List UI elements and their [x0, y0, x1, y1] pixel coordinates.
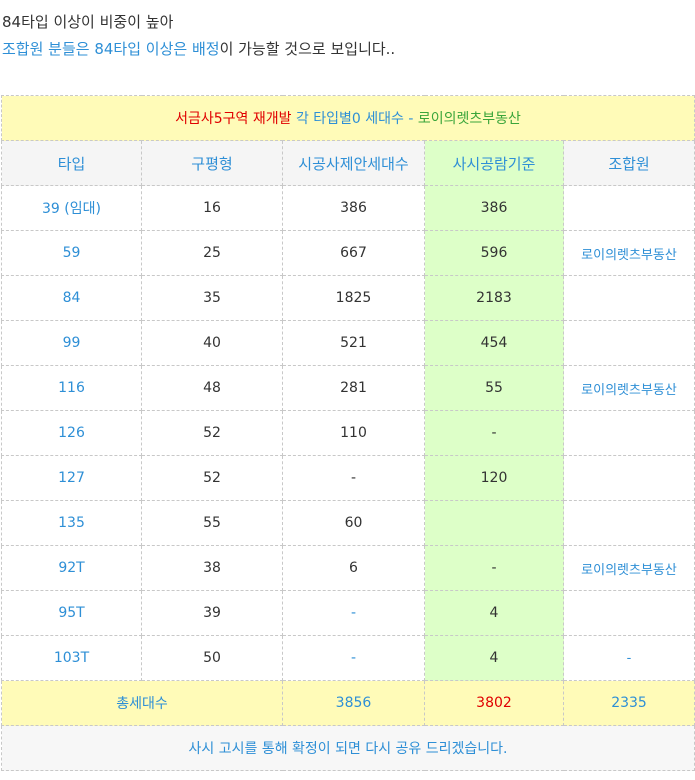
header-type: 타입 [1, 140, 142, 186]
cell-member: 로이의렛츠부동산 [562, 365, 695, 411]
table-footer-row: 사시 고시를 통해 확정이 되면 다시 공유 드리겠습니다. [0, 725, 695, 771]
total-proposal: 3856 [282, 680, 425, 726]
cell-type: 127 [1, 455, 142, 501]
cell-public: 55 [424, 365, 564, 411]
table-row: 126 52 110- [1, 410, 695, 456]
cell-type: 126 [1, 410, 142, 456]
cell-member: 로이의렛츠부동산 [562, 545, 695, 591]
cell-pyeong: 40 [141, 320, 283, 366]
cell-proposal: 281 [282, 365, 425, 411]
cell-proposal: 386 [282, 185, 425, 231]
cell-proposal: 521 [282, 320, 425, 366]
table-header-row: 타입 구평형 시공사제안세대수 사시공람기준 조합원 [1, 140, 695, 186]
cell-pyeong: 38 [141, 545, 283, 591]
cell-member: 로이의렛츠부동산 [562, 230, 695, 276]
cell-pyeong: 52 [141, 455, 283, 501]
cell-pyeong: 25 [141, 230, 283, 276]
cell-public: 4 [424, 590, 564, 636]
cell-public: 4 [424, 635, 564, 681]
cell-type: 103T [1, 635, 142, 681]
cell-type: 99 [1, 320, 142, 366]
intro-line-2-highlight: 조합원 분들은 84타입 이상은 배정 [2, 40, 220, 58]
header-pyeong: 구평형 [141, 140, 283, 186]
cell-member [562, 320, 695, 366]
header-member: 조합원 [562, 140, 695, 186]
cell-member [562, 275, 695, 321]
cell-pyeong: 35 [141, 275, 283, 321]
cell-proposal: 110 [282, 410, 425, 456]
header-public: 사시공람기준 [424, 140, 564, 186]
total-label: 총세대수 [1, 680, 283, 726]
table-title-source: 로이의렛츠부동산 [417, 111, 521, 127]
cell-public: 120 [424, 455, 564, 501]
table-title-area: 서금사5구역 재개발 [175, 111, 292, 127]
cell-public: 2183 [424, 275, 564, 321]
cell-type: 92T [1, 545, 142, 591]
table-total-row: 총세대수 3856 3802 2335 [1, 680, 695, 726]
unit-type-table: 서금사5구역 재개발 각 타입별0 세대수 - 로이의렛츠부동산 타입 구평형 … [0, 95, 695, 771]
table-row: 39 (임대) 16 386 386 [1, 185, 695, 231]
table-row: 127 52-120 [1, 455, 695, 501]
cell-proposal: - [282, 455, 425, 501]
cell-member [562, 185, 695, 231]
cell-pyeong: 39 [141, 590, 283, 636]
header-proposal: 시공사제안세대수 [282, 140, 425, 186]
cell-pyeong: 50 [141, 635, 283, 681]
intro-line-1: 84타입 이상이 비중이 높아 [2, 13, 174, 31]
cell-proposal: 60 [282, 500, 425, 546]
cell-type: 135 [1, 500, 142, 546]
cell-public: - [424, 410, 564, 456]
cell-type: 59 [1, 230, 142, 276]
cell-public: - [424, 545, 564, 591]
table-row: 95T 39-4 [1, 590, 695, 636]
cell-public: 386 [424, 185, 564, 231]
table-row: 135 55 60 [1, 500, 695, 546]
cell-proposal: 667 [282, 230, 425, 276]
cell-member [562, 500, 695, 546]
table-title-desc: 각 타입별0 세대수 - [291, 111, 418, 127]
cell-public: 454 [424, 320, 564, 366]
cell-type: 84 [1, 275, 142, 321]
table-row: 92T 38 6- 로이의렛츠부동산 [1, 545, 695, 591]
cell-type: 116 [1, 365, 142, 411]
cell-proposal: 6 [282, 545, 425, 591]
cell-proposal: - [282, 590, 425, 636]
cell-proposal: - [282, 635, 425, 681]
cell-member [562, 410, 695, 456]
total-member: 2335 [562, 680, 695, 726]
total-public: 3802 [424, 680, 564, 726]
intro-line-2: 조합원 분들은 84타입 이상은 배정이 가능할 것으로 보입니다.. [2, 40, 395, 58]
cell-member: - [562, 635, 695, 681]
table-title: 서금사5구역 재개발 각 타입별0 세대수 - 로이의렛츠부동산 [0, 95, 695, 141]
cell-member [562, 455, 695, 501]
cell-type: 39 (임대) [1, 185, 142, 231]
table-row: 116 48 281 55 로이의렛츠부동산 [1, 365, 695, 411]
table-title-row: 서금사5구역 재개발 각 타입별0 세대수 - 로이의렛츠부동산 [0, 95, 695, 141]
cell-proposal: 1825 [282, 275, 425, 321]
cell-member [562, 590, 695, 636]
cell-public: 596 [424, 230, 564, 276]
table-row: 84 35 1825 2183 [1, 275, 695, 321]
cell-pyeong: 55 [141, 500, 283, 546]
table-row: 99 40 521 454 [1, 320, 695, 366]
intro-line-2-rest: 이 가능할 것으로 보입니다.. [219, 40, 396, 58]
cell-pyeong: 48 [141, 365, 283, 411]
cell-pyeong: 16 [141, 185, 283, 231]
table-row: 103T 50-4- [1, 635, 695, 681]
cell-type: 95T [1, 590, 142, 636]
cell-public [424, 500, 564, 546]
cell-pyeong: 52 [141, 410, 283, 456]
table-footer-note: 사시 고시를 통해 확정이 되면 다시 공유 드리겠습니다. [0, 725, 695, 771]
table-row: 59 25 667 596 로이의렛츠부동산 [1, 230, 695, 276]
